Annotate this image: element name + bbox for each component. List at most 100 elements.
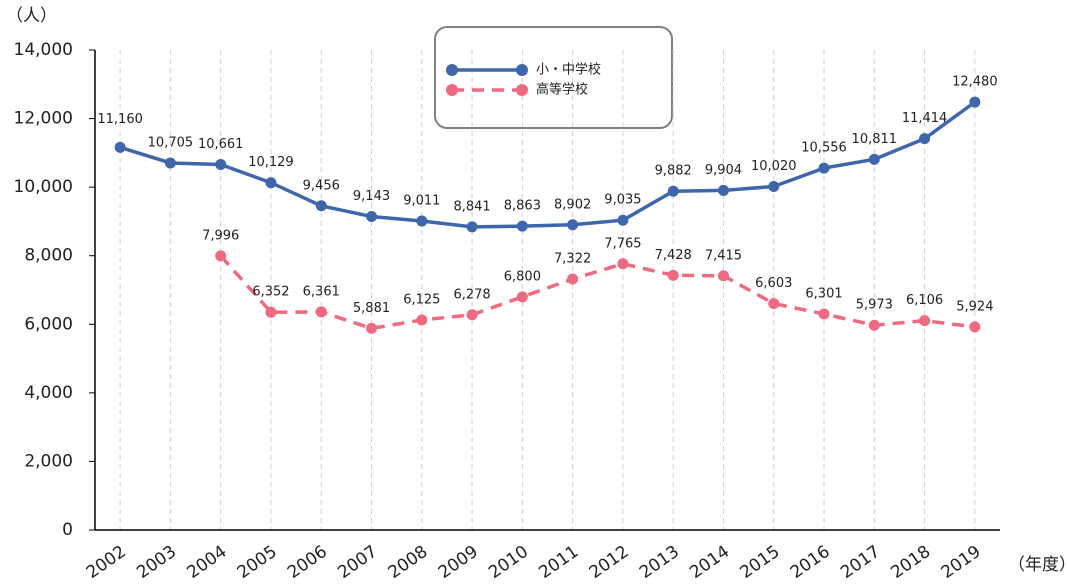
data-point [366, 322, 378, 334]
data-label: 7,415 [705, 248, 742, 263]
data-point [919, 315, 931, 327]
y-tick-label: 10,000 [14, 177, 73, 197]
data-point [717, 184, 729, 196]
data-label: 6,352 [252, 285, 289, 300]
data-label: 9,035 [604, 193, 641, 208]
y-tick-label: 0 [62, 520, 73, 540]
data-label: 10,705 [148, 135, 194, 150]
data-label: 5,973 [856, 298, 893, 313]
legend-marker [446, 84, 458, 96]
x-tick-label: 2004 [184, 542, 231, 583]
data-label: 9,143 [353, 189, 390, 204]
x-tick-label: 2019 [938, 542, 985, 583]
data-label: 9,011 [403, 194, 440, 209]
data-point [617, 214, 629, 226]
y-tick-label: 2,000 [24, 451, 73, 471]
x-tick-label: 2006 [284, 542, 331, 583]
data-label: 10,811 [852, 132, 898, 147]
data-point [516, 220, 528, 232]
data-label: 8,902 [554, 197, 591, 212]
data-point [868, 153, 880, 165]
y-tick-label: 6,000 [24, 314, 73, 334]
data-point [969, 321, 981, 333]
data-point [818, 162, 830, 174]
data-label: 9,904 [705, 163, 742, 178]
legend-marker [516, 64, 528, 76]
x-tick-label: 2012 [586, 542, 633, 583]
data-point [516, 291, 528, 303]
x-tick-label: 2010 [485, 542, 532, 583]
data-point [215, 158, 227, 170]
data-point [667, 269, 679, 281]
data-point [969, 96, 981, 108]
data-point [466, 309, 478, 321]
data-label: 5,881 [353, 301, 390, 316]
data-label: 10,129 [248, 155, 294, 170]
data-label: 11,414 [902, 111, 948, 126]
data-label: 11,160 [97, 112, 143, 127]
data-label: 10,661 [198, 137, 244, 152]
x-tick-label: 2013 [636, 542, 683, 583]
data-point [868, 319, 880, 331]
series-line [119, 100, 976, 229]
x-tick-label: 2018 [887, 542, 934, 583]
data-point [818, 308, 830, 320]
data-label: 10,556 [801, 141, 847, 156]
legend-marker [446, 64, 458, 76]
data-point [919, 133, 931, 145]
y-tick-label: 4,000 [24, 383, 73, 403]
data-point [164, 157, 176, 169]
data-point [768, 180, 780, 192]
data-label: 9,882 [655, 164, 692, 179]
data-point [667, 185, 679, 197]
data-label: 12,480 [952, 75, 998, 90]
data-label: 9,456 [303, 178, 340, 193]
data-label: 6,361 [303, 284, 340, 299]
data-label: 6,278 [453, 287, 490, 302]
data-point [416, 215, 428, 227]
data-point [717, 270, 729, 282]
data-point [768, 298, 780, 310]
data-label: 7,765 [604, 236, 641, 251]
x-tick-label: 2017 [837, 542, 884, 583]
data-point [617, 258, 629, 270]
data-label: 8,841 [453, 199, 490, 214]
x-tick-label: 2016 [787, 542, 834, 583]
data-label: 7,996 [202, 228, 239, 243]
x-tick-label: 2009 [435, 542, 482, 583]
data-label: 6,301 [805, 286, 842, 301]
data-label: 5,924 [956, 299, 993, 314]
x-tick-label: 2002 [83, 542, 130, 583]
x-axis-label: （年度） [1008, 555, 1067, 575]
data-label: 6,106 [906, 293, 943, 308]
legend-label: 小・中学校 [536, 62, 601, 78]
x-tick-label: 2011 [535, 542, 582, 583]
y-tick-label: 8,000 [24, 246, 73, 266]
legend-box [434, 26, 673, 129]
data-point [567, 273, 579, 285]
data-point [265, 177, 277, 189]
x-tick-label: 2014 [686, 542, 733, 583]
data-label: 6,125 [403, 293, 440, 308]
data-label: 7,428 [655, 248, 692, 263]
y-tick-label: 14,000 [14, 40, 73, 60]
data-point [416, 314, 428, 326]
data-label: 7,322 [554, 251, 591, 266]
legend-label: 高等学校 [536, 82, 588, 98]
data-point [215, 250, 227, 262]
data-label: 6,603 [755, 276, 792, 291]
y-tick-label: 12,000 [14, 109, 73, 129]
x-tick-label: 2005 [234, 542, 281, 583]
data-point [366, 211, 378, 223]
data-point [466, 221, 478, 233]
data-label: 8,863 [504, 199, 541, 214]
data-label: 10,020 [751, 159, 797, 174]
data-point [315, 200, 327, 212]
data-point [265, 306, 277, 318]
data-point [114, 141, 126, 153]
data-label: 6,800 [504, 269, 541, 284]
x-tick-label: 2015 [737, 542, 784, 583]
x-tick-label: 2007 [334, 542, 381, 583]
x-tick-label: 2003 [133, 542, 180, 583]
